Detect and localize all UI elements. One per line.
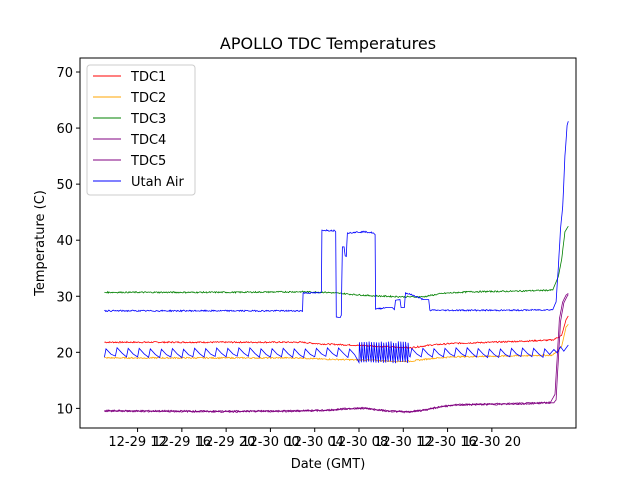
x-tick-label: 12-29 20 (197, 435, 255, 450)
x-tick-label: 12-30 00 (241, 435, 299, 450)
y-tick-label: 50 (56, 178, 73, 193)
x-tick-label: 12-30 08 (330, 435, 388, 450)
y-axis-label: Temperature (C) (33, 190, 48, 297)
y-axis: 10 20 30 40 50 60 70 (56, 66, 80, 417)
y-tick-label: 20 (56, 346, 73, 361)
legend-label-tdc5: TDC5 (130, 154, 166, 169)
plot-lines (104, 121, 569, 414)
legend-label-tdc2: TDC2 (130, 91, 166, 106)
chart-title: APOLLO TDC Temperatures (220, 34, 436, 53)
legend-label-tdc1: TDC1 (130, 70, 166, 85)
series-line-tdc1 (104, 315, 569, 349)
x-axis-label: Date (GMT) (291, 457, 366, 472)
y-tick-label: 40 (56, 234, 73, 249)
x-tick-label: 12-29 16 (153, 435, 211, 450)
y-tick-label: 60 (56, 122, 73, 137)
legend-label-utah-air: Utah Air (131, 175, 184, 190)
legend: TDC1 TDC2 TDC3 TDC4 TDC5 Utah Air (86, 64, 196, 196)
legend-label-tdc3: TDC3 (130, 112, 166, 127)
x-tick-label: 12-30 20 (463, 435, 521, 450)
y-tick-label: 70 (56, 66, 73, 81)
x-tick-label: 12-30 04 (285, 435, 343, 450)
y-tick-label: 30 (56, 290, 73, 305)
series-line-tdc2 (104, 324, 569, 363)
series-line-utah-air (104, 121, 569, 319)
x-tick-label: 12-29 12 (108, 435, 166, 450)
y-tick-label: 10 (56, 402, 73, 417)
legend-label-tdc4: TDC4 (130, 133, 166, 148)
series-line-utah-air-oscillation (104, 341, 569, 364)
x-tick-label: 12-30 16 (418, 435, 476, 450)
x-tick-label: 12-30 12 (374, 435, 432, 450)
plot-frame (79, 57, 577, 429)
series-line-tdc5 (104, 294, 569, 414)
